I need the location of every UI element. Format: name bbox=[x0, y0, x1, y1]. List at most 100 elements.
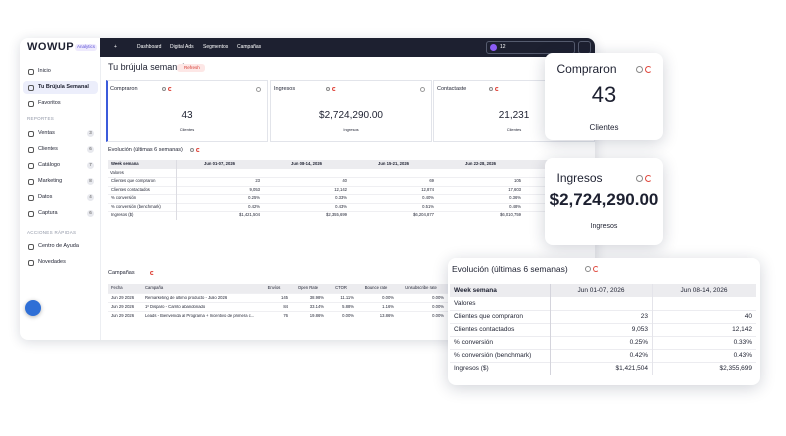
table-cell: 9,053 bbox=[249, 186, 260, 192]
refresh-icon bbox=[168, 87, 172, 91]
topbar-link[interactable]: Campañas bbox=[237, 44, 262, 50]
row-line bbox=[108, 202, 595, 204]
chat-button[interactable] bbox=[25, 300, 41, 316]
nav-icon bbox=[28, 130, 34, 137]
table-cell: Clientes que compraron bbox=[111, 178, 156, 183]
table-cell: 1.16% bbox=[382, 305, 394, 309]
table-cell: Clientes contactados bbox=[454, 326, 515, 333]
table-header-bg bbox=[108, 160, 595, 169]
zoom-label: Compraron bbox=[556, 62, 617, 76]
kpi-value: 21,231 bbox=[498, 110, 530, 121]
table-cell: 0.42% bbox=[248, 203, 260, 209]
table-cell: 13.86% bbox=[379, 314, 394, 318]
table-cell: 0.36% bbox=[509, 195, 521, 200]
zoom-sublabel: Clientes bbox=[589, 123, 619, 132]
nav-icon bbox=[28, 259, 34, 266]
table-cell: 12,142 bbox=[334, 186, 347, 192]
refresh-icon bbox=[196, 148, 200, 152]
row-line bbox=[450, 336, 756, 337]
table-header: Campaña bbox=[145, 285, 164, 290]
nav-item[interactable]: Centro de Ayuda bbox=[38, 243, 79, 249]
refresh-icon bbox=[495, 87, 499, 91]
page-title: Tu brújula semanal bbox=[108, 62, 185, 72]
table-cell: $2,355,699 bbox=[719, 365, 752, 372]
nav-item[interactable]: Datos bbox=[38, 194, 53, 200]
zoom-sublabel: Ingresos bbox=[590, 223, 618, 230]
table-cell: 40 bbox=[342, 178, 347, 183]
kpi-sublabel: Clientes bbox=[506, 127, 522, 132]
table-cell: 0.43% bbox=[733, 352, 752, 359]
section-title: Campañas bbox=[108, 270, 135, 276]
nav-item[interactable]: Clientes bbox=[38, 146, 58, 152]
section-title: Evolución (últimas 6 semanas) bbox=[108, 147, 183, 153]
row-line bbox=[108, 302, 448, 303]
nav-count: 8 bbox=[87, 178, 94, 185]
table-cell: % conversión bbox=[111, 195, 137, 200]
table-cell: 0.33% bbox=[733, 339, 752, 346]
nav-active-bg bbox=[23, 81, 98, 94]
sidebar-divider bbox=[100, 57, 101, 340]
nav-count: 7 bbox=[87, 162, 94, 169]
row-line bbox=[108, 185, 595, 187]
table-cell: 38.98% bbox=[309, 296, 324, 300]
nav-icon bbox=[28, 68, 34, 75]
table-cell: 33.14% bbox=[309, 305, 324, 309]
nav-item[interactable]: Marketing bbox=[38, 178, 63, 184]
topbar-link[interactable]: + bbox=[114, 44, 117, 50]
row-line bbox=[450, 323, 756, 324]
refresh-icon bbox=[593, 266, 599, 272]
table-cell: 0.00% bbox=[432, 305, 444, 309]
table-cell: 0.00% bbox=[432, 296, 444, 300]
table-cell: 23 bbox=[640, 313, 648, 320]
table-cell: Jun 29 2026 bbox=[111, 314, 135, 318]
nav-item[interactable]: Favoritos bbox=[38, 100, 61, 106]
table-cell: 1º Disparo - Carrito abandonado bbox=[145, 305, 206, 309]
refresh-badge[interactable]: Refresh bbox=[177, 64, 205, 72]
table-cell: % conversión (benchmark) bbox=[111, 203, 161, 209]
nav-item[interactable]: Novedades bbox=[38, 259, 66, 265]
nav-item[interactable]: Catálogo bbox=[38, 162, 61, 168]
kpi-sublabel: Ingresos bbox=[343, 127, 359, 132]
table-cell: Jun 29 2026 bbox=[111, 296, 135, 300]
nav-count: 6 bbox=[87, 146, 94, 153]
topbar-link[interactable]: Digital Ads bbox=[170, 44, 194, 50]
kpi-value: $2,724,290.00 bbox=[319, 110, 383, 121]
row-line bbox=[108, 311, 448, 312]
info-icon bbox=[190, 148, 194, 152]
topbar-link[interactable]: Dashboard bbox=[137, 44, 162, 50]
topbar-link[interactable]: Segmentos bbox=[203, 44, 229, 50]
nav-heading: ACCIONES RÁPIDAS bbox=[27, 230, 77, 235]
kpi-settings bbox=[420, 87, 425, 92]
nav-item[interactable]: Tu Brújula Semanal bbox=[38, 84, 89, 90]
table-header: Unsubscribe rate bbox=[405, 285, 437, 290]
row-line bbox=[450, 362, 756, 363]
table-cell: 0.51% bbox=[422, 203, 434, 209]
nav-icon bbox=[28, 194, 34, 201]
nav-icon bbox=[28, 84, 34, 91]
logo: WOWUP bbox=[27, 41, 75, 53]
table-cell: 12,142 bbox=[732, 326, 752, 333]
user-avatar bbox=[490, 44, 497, 51]
table-cell: 0.00% bbox=[432, 314, 444, 318]
user-select[interactable] bbox=[486, 41, 575, 54]
table-cell: 0.43% bbox=[335, 203, 347, 209]
nav-count: 3 bbox=[87, 130, 94, 137]
nav-item[interactable]: Ventas bbox=[38, 130, 55, 136]
zoom-value: $2,724,290.00 bbox=[549, 190, 659, 209]
table-cell: Ingresos ($) bbox=[454, 365, 489, 372]
table-cell: Remarketing de último producto - Julio 2… bbox=[145, 296, 228, 300]
col-divider bbox=[176, 160, 177, 220]
table-cell: 19.86% bbox=[309, 314, 324, 318]
refresh-icon bbox=[644, 175, 652, 182]
table-cell: Jun 29 2026 bbox=[111, 305, 135, 309]
table-header: Jun 01-07, 2026 bbox=[204, 161, 235, 166]
kpi-settings bbox=[256, 87, 261, 92]
nav-item[interactable]: Captura bbox=[38, 210, 58, 216]
table-cell: 9,053 bbox=[631, 326, 648, 333]
table-cell: % conversión bbox=[454, 339, 494, 346]
table-cell: $6,010,759 bbox=[500, 212, 521, 217]
table-header-bg bbox=[450, 284, 756, 297]
topbar bbox=[100, 38, 595, 57]
nav-item[interactable]: Inicio bbox=[38, 68, 51, 74]
